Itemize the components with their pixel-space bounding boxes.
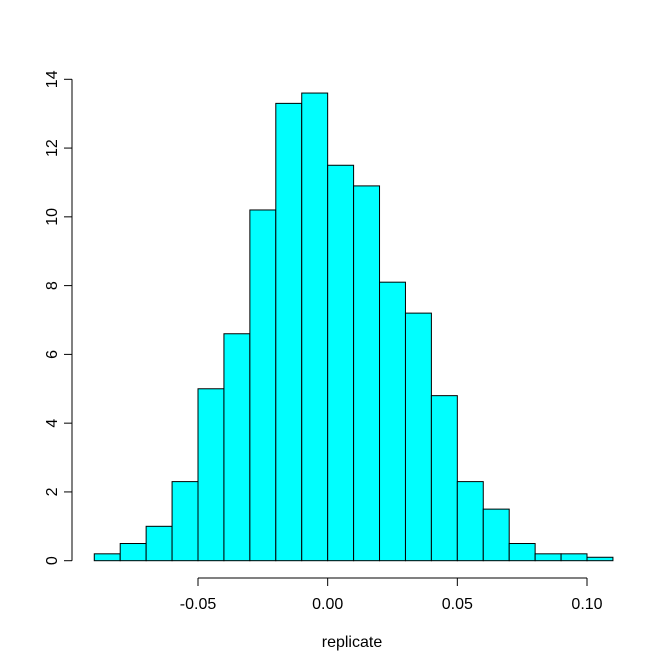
histogram-bar bbox=[430, 395, 458, 562]
histogram-bar bbox=[379, 281, 406, 562]
x-axis: -0.05 0.00 0.05 0.10 bbox=[180, 577, 603, 613]
histogram-bar bbox=[223, 333, 251, 562]
histogram-bar bbox=[93, 553, 121, 562]
y-tick-label: 2 bbox=[44, 487, 61, 496]
histogram-bar bbox=[404, 312, 432, 562]
y-axis: 0 2 4 6 8 10 12 14 bbox=[44, 70, 73, 565]
x-tick-label: 0.10 bbox=[571, 596, 602, 613]
histogram-bar bbox=[301, 92, 329, 562]
histogram-bar bbox=[586, 556, 614, 562]
histogram-bar bbox=[119, 543, 147, 562]
histogram-bar bbox=[482, 508, 510, 562]
histogram-bar bbox=[197, 388, 225, 562]
histogram-bar bbox=[353, 185, 381, 562]
x-tick-label: 0.05 bbox=[442, 596, 473, 613]
y-tick-label: 8 bbox=[44, 281, 61, 290]
histogram-bar bbox=[171, 481, 199, 562]
y-tick-label: 12 bbox=[44, 139, 61, 157]
histogram-bar bbox=[275, 102, 303, 562]
x-tick-label: 0.00 bbox=[312, 596, 343, 613]
histogram-bar bbox=[145, 525, 173, 562]
histogram-bar bbox=[327, 164, 355, 562]
histogram-bar bbox=[456, 481, 484, 562]
x-axis-label: replicate bbox=[322, 634, 383, 651]
x-tick-label: -0.05 bbox=[180, 596, 217, 613]
histogram-bar bbox=[534, 553, 562, 562]
histogram-bar bbox=[249, 209, 277, 562]
histogram-bar bbox=[508, 543, 536, 562]
histogram-bar bbox=[560, 553, 588, 562]
y-tick-label: 0 bbox=[44, 556, 61, 565]
histogram-bars bbox=[93, 92, 614, 562]
y-tick-label: 10 bbox=[44, 208, 61, 226]
y-tick-label: 4 bbox=[44, 419, 61, 428]
y-tick-label: 14 bbox=[44, 70, 61, 88]
y-tick-label: 6 bbox=[44, 350, 61, 359]
